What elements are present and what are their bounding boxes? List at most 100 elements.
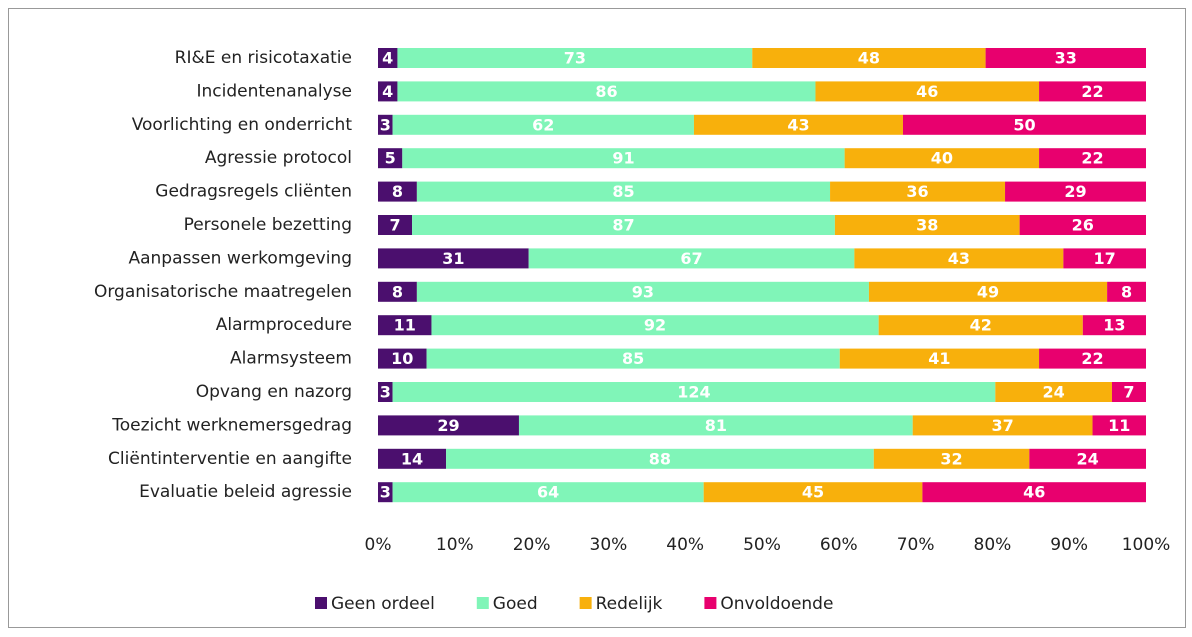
category-label: Alarmsysteem bbox=[230, 349, 352, 369]
data-label: 22 bbox=[1081, 82, 1103, 101]
bar-segment bbox=[1019, 215, 1146, 235]
bar-segment bbox=[378, 448, 447, 469]
bar-segment bbox=[416, 181, 831, 202]
category-label: Opvang en nazorg bbox=[196, 382, 352, 402]
data-label: 91 bbox=[612, 149, 634, 168]
data-label: 22 bbox=[1081, 349, 1103, 368]
bar-segment bbox=[426, 348, 840, 369]
data-label: 73 bbox=[564, 49, 586, 68]
bar-segment bbox=[402, 148, 845, 169]
data-label: 93 bbox=[632, 282, 654, 301]
data-label: 14 bbox=[401, 449, 423, 468]
bar-segment bbox=[868, 281, 1108, 302]
bar-segment bbox=[397, 48, 753, 68]
data-label: 62 bbox=[532, 115, 554, 134]
x-tick-label: 70% bbox=[897, 535, 935, 555]
data-label: 8 bbox=[392, 282, 403, 301]
legend-label: Redelijk bbox=[596, 594, 663, 614]
data-label: 49 bbox=[977, 282, 999, 301]
x-tick-label: 80% bbox=[974, 535, 1012, 555]
bar-segment bbox=[1107, 281, 1146, 302]
bar-segment bbox=[834, 215, 1020, 235]
data-label: 36 bbox=[906, 182, 928, 201]
data-label: 22 bbox=[1081, 149, 1103, 168]
data-label: 40 bbox=[931, 149, 953, 168]
bar-segment bbox=[922, 482, 1146, 503]
bar-segment bbox=[378, 48, 398, 68]
bar-segment bbox=[392, 482, 704, 503]
data-label: 42 bbox=[970, 316, 992, 335]
legend-swatch bbox=[315, 597, 327, 609]
category-label: Incidentenanalyse bbox=[197, 81, 353, 101]
data-label: 24 bbox=[1043, 383, 1065, 402]
data-label: 67 bbox=[680, 249, 702, 268]
data-label: 24 bbox=[1077, 449, 1099, 468]
data-label: 92 bbox=[644, 316, 666, 335]
data-label: 5 bbox=[385, 149, 396, 168]
data-label: 11 bbox=[394, 316, 416, 335]
x-tick-label: 30% bbox=[590, 535, 628, 555]
data-label: 4 bbox=[382, 49, 393, 68]
category-label: Personele bezetting bbox=[184, 215, 352, 235]
bar-segment bbox=[693, 114, 903, 135]
data-label: 64 bbox=[537, 483, 559, 502]
category-label: Organisatorische maatregelen bbox=[94, 282, 352, 302]
bar-segment bbox=[378, 415, 519, 436]
bar-segment bbox=[1111, 382, 1146, 402]
data-label: 46 bbox=[1023, 483, 1045, 502]
bar-segment bbox=[378, 482, 393, 503]
data-label: 3 bbox=[380, 383, 391, 402]
data-label: 29 bbox=[437, 416, 459, 435]
data-label: 8 bbox=[1121, 282, 1132, 301]
bar-segment bbox=[873, 448, 1030, 469]
data-label: 7 bbox=[389, 216, 400, 235]
bar-segment bbox=[1005, 181, 1146, 202]
category-label: Voorlichting en onderricht bbox=[132, 115, 353, 135]
bar-segment bbox=[1039, 148, 1146, 169]
x-tick-label: 100% bbox=[1122, 535, 1171, 555]
bar-segment bbox=[378, 148, 403, 169]
bar-segment bbox=[1029, 448, 1146, 469]
bar-segment bbox=[518, 415, 913, 436]
bar-segment bbox=[1092, 415, 1146, 436]
data-label: 46 bbox=[916, 82, 938, 101]
bar-segment bbox=[1039, 348, 1146, 369]
bar-segment bbox=[1082, 315, 1146, 336]
bar-segment bbox=[912, 415, 1093, 436]
category-label: Cliëntinterventie en aangifte bbox=[108, 449, 352, 469]
bar-segment bbox=[839, 348, 1040, 369]
data-label: 4 bbox=[382, 82, 393, 101]
data-label: 26 bbox=[1072, 216, 1094, 235]
bar-segment bbox=[878, 315, 1083, 336]
bar-segment bbox=[378, 315, 432, 336]
data-label: 17 bbox=[1094, 249, 1116, 268]
data-label: 37 bbox=[991, 416, 1013, 435]
data-label: 31 bbox=[442, 249, 464, 268]
bar-segment bbox=[431, 315, 879, 336]
category-label: Agressie protocol bbox=[205, 148, 352, 168]
data-label: 10 bbox=[391, 349, 413, 368]
data-label: 29 bbox=[1064, 182, 1086, 201]
bar-segment bbox=[392, 114, 694, 135]
bar-segment bbox=[378, 114, 393, 135]
data-label: 88 bbox=[649, 449, 671, 468]
data-label: 3 bbox=[380, 483, 391, 502]
category-label: Aanpassen werkomgeving bbox=[128, 248, 352, 268]
x-tick-label: 40% bbox=[666, 535, 704, 555]
bar-segment bbox=[378, 181, 417, 202]
bar-segment bbox=[1063, 248, 1146, 269]
data-label: 33 bbox=[1055, 49, 1077, 68]
data-label: 32 bbox=[940, 449, 962, 468]
bar-segment bbox=[416, 281, 869, 302]
category-label: Gedragsregels cliënten bbox=[155, 182, 352, 202]
legend-label: Geen ordeel bbox=[331, 594, 435, 614]
category-label: Evaluatie beleid agressie bbox=[139, 482, 352, 502]
data-label: 50 bbox=[1013, 115, 1035, 134]
bar-segment bbox=[378, 382, 393, 402]
data-label: 45 bbox=[802, 483, 824, 502]
data-label: 85 bbox=[612, 182, 634, 201]
data-label: 87 bbox=[612, 216, 634, 235]
x-tick-label: 0% bbox=[365, 535, 392, 555]
